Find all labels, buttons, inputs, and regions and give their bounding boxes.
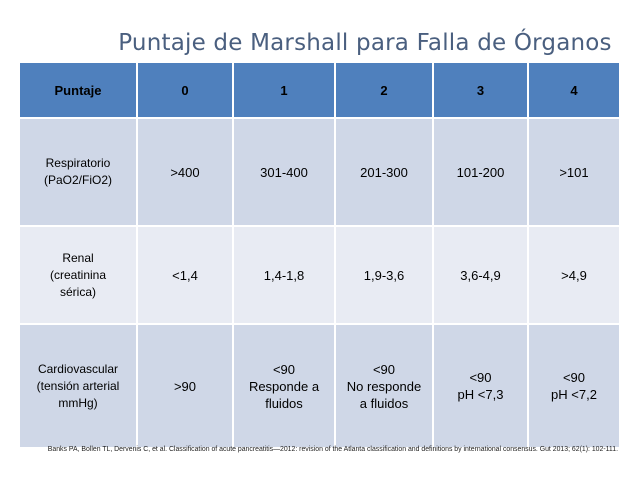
table-cell: 301-400 [232, 117, 336, 227]
text-line: (creatinina [49, 267, 107, 282]
table-row-renal: Renal (creatinina sérica) <1,4 1,4-1,8 1,9… [18, 225, 621, 325]
header-cell-score-3: 3 [432, 61, 529, 119]
text-line: <90 [469, 370, 492, 385]
cell-value: 1,4-1,8 [264, 268, 304, 283]
cell-value: <90 pH <7,2 [551, 370, 597, 402]
table-cell: >101 [527, 117, 621, 227]
text-line: No responde [346, 378, 422, 394]
row-label-text: Renal (creatinina sérica) [50, 251, 106, 299]
table-header-row: Puntaje 0 1 2 3 4 [18, 61, 621, 119]
cell-value: 301-400 [260, 165, 308, 180]
row-label-text: Cardiovascular (tensión arterial mmHg) [37, 362, 120, 410]
table-cell: <90 pH <7,3 [432, 323, 529, 449]
cell-value: 101-200 [457, 165, 505, 180]
table-cell: <90 Responde a fluidos [232, 323, 336, 449]
table-cell: 3,6-4,9 [432, 225, 529, 325]
cell-value: 1,9-3,6 [364, 268, 404, 283]
text-line: 1,4-1,8 [263, 267, 305, 283]
marshall-score-table: Puntaje 0 1 2 3 4 Respiratorio (PaO2/FiO2… [18, 61, 621, 449]
text-line: >400 [170, 164, 200, 180]
text-line: >90 [173, 378, 197, 394]
cell-value: >90 [174, 379, 196, 394]
row-label-cardiovascular: Cardiovascular (tensión arterial mmHg) [18, 323, 138, 449]
text-line: <90 [562, 370, 586, 385]
text-line: 1,9-3,6 [363, 267, 405, 283]
text-line: Cardiovascular [37, 361, 119, 376]
cell-value: <1,4 [172, 268, 198, 283]
table-cell: <1,4 [136, 225, 234, 325]
table-cell: >400 [136, 117, 234, 227]
text-line: a fluidos [359, 395, 409, 411]
table-cell: >90 [136, 323, 234, 449]
citation-footnote: Banks PA, Bollen TL, Dervenis C, et al. … [47, 446, 618, 453]
text-line: (tensión arterial [36, 378, 120, 393]
header-cell-puntaje: Puntaje [18, 61, 138, 119]
table-cell: 101-200 [432, 117, 529, 227]
text-line: >101 [559, 164, 589, 180]
cell-value: 3,6-4,9 [460, 268, 500, 283]
cell-value: <90 pH <7,3 [458, 370, 504, 402]
text-line: <90 [372, 361, 396, 377]
text-line: (PaO2/FiO2) [43, 173, 112, 187]
text-line: >4,9 [561, 267, 587, 283]
text-line: 101-200 [456, 164, 505, 180]
slide-title: Puntaje de Marshall para Falla de Órgano… [118, 30, 612, 56]
table-cell: >4,9 [527, 225, 621, 325]
table-cell: 1,4-1,8 [232, 225, 336, 325]
text-line: fluidos [265, 395, 303, 411]
text-line: 3,6-4,9 [460, 267, 501, 283]
table-cell: <90 No responde a fluidos [334, 323, 434, 449]
text-line: sérica) [59, 284, 96, 299]
text-line: mmHg) [58, 395, 98, 410]
row-label-respiratorio: Respiratorio (PaO2/FiO2) [18, 117, 138, 227]
text-line: 201-300 [360, 164, 408, 180]
text-line: 301-400 [260, 164, 308, 180]
row-label-text: Respiratorio (PaO2/FiO2) [44, 156, 112, 187]
text-line: Respiratorio [45, 156, 111, 170]
header-cell-score-4: 4 [527, 61, 621, 119]
header-cell-score-2: 2 [334, 61, 434, 119]
cell-value: 201-300 [360, 165, 408, 180]
text-line: pH <7,2 [551, 387, 597, 402]
table-cell: 201-300 [334, 117, 434, 227]
cell-value: <90 Responde a fluidos [249, 362, 319, 411]
table-cell: 1,9-3,6 [334, 225, 434, 325]
text-line: <1,4 [172, 267, 198, 283]
text-line: <90 [272, 361, 296, 377]
cell-value: >4,9 [561, 268, 587, 283]
text-line: Renal [62, 250, 94, 265]
text-line: Responde a [248, 378, 320, 394]
table-cell: <90 pH <7,2 [527, 323, 621, 449]
cell-value: >400 [170, 165, 199, 180]
header-cell-score-1: 1 [232, 61, 336, 119]
header-cell-score-0: 0 [136, 61, 234, 119]
cell-value: >101 [559, 165, 588, 180]
table-row-respiratorio: Respiratorio (PaO2/FiO2) >400 301-400 201… [18, 117, 621, 227]
row-label-renal: Renal (creatinina sérica) [18, 225, 138, 325]
cell-value: <90 No responde a fluidos [347, 362, 421, 411]
text-line: pH <7,3 [457, 387, 504, 402]
table-row-cardiovascular: Cardiovascular (tensión arterial mmHg) >90… [18, 323, 621, 449]
